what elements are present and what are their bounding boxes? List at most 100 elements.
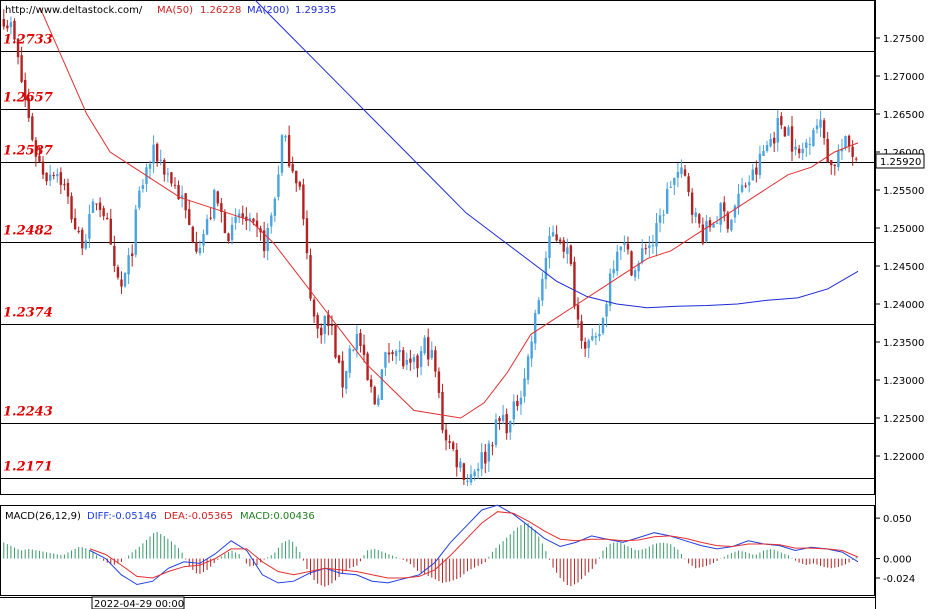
candle-body [712,224,715,228]
candle-body [327,314,330,327]
level-label: 1.2482 [3,224,53,239]
macd-value-label: MACD:0.00436 [240,511,315,522]
candle-body [694,212,697,217]
candle-body [737,193,740,208]
candle-body [252,218,255,222]
candle-body [312,299,316,317]
candle-body [601,318,605,334]
candle-body [273,198,277,216]
price-axis-ticks: 1.275001.270001.265001.260001.255001.250… [875,34,924,463]
candle-body [755,167,758,175]
ma200-legend-label: MA(200) [247,5,289,16]
candle-body [715,222,719,224]
candle-body [398,350,401,353]
candle-body [701,224,705,244]
ma50-line [39,7,859,419]
candle-body [241,213,244,218]
candle-body [355,333,359,350]
candle-body [262,230,266,252]
candle-body [34,140,38,157]
candle-body [138,190,141,208]
candle-body [616,251,619,272]
candle-body [227,233,230,242]
price-tick-label: 1.24500 [883,262,924,273]
candle-body [612,269,615,274]
price-tick-label: 1.22500 [883,414,924,425]
candle-body [801,148,804,154]
candle-body [526,356,530,380]
macd-axis-ticks: 0.050 0.000 -0.024 [875,514,915,585]
macd-plot-frame [0,505,875,596]
candle-body [826,138,829,163]
macd-dea-line [89,511,859,579]
candle-body [148,164,152,169]
candle-body [416,355,419,369]
candle-body [223,212,227,234]
candle-body [141,185,145,189]
candle-body [391,352,394,355]
candle-body [644,248,647,250]
macd-tick-label: 0.050 [883,514,912,525]
candle-body [719,203,722,225]
candle-body [284,135,287,138]
candle-body [733,205,737,218]
candle-body [109,218,112,245]
candle-body [16,38,20,58]
ma200-legend-value: 1.29335 [295,5,336,16]
candle-body [359,333,362,346]
level-labels: 1.2733 1.2657 1.2587 1.2482 1.2374 1.2243 1.21… [3,33,53,475]
price-tick-label: 1.22000 [883,452,924,463]
candle-body [669,186,672,188]
candle-body [27,98,30,118]
candle-body [501,415,505,421]
candle-body [605,304,608,317]
candle-body [583,341,587,349]
candle-body [95,203,98,205]
candle-body [334,324,337,358]
candle-body [765,145,769,152]
candle-body [191,226,195,243]
candle-body [302,184,305,220]
candle-body [541,278,544,301]
candle-body [344,371,348,389]
candle-body [655,223,658,247]
candle-body [20,55,23,82]
candle-body [220,203,223,213]
candle-body [48,174,52,181]
candle-body [726,212,730,229]
candle-body [316,315,319,329]
candle-body [658,215,662,223]
candle-body [812,129,815,147]
candle-body [152,144,155,164]
candle-body [462,463,466,480]
candle-body [519,397,523,405]
candle-body [369,379,373,387]
candle-body [473,471,476,477]
candle-body [373,386,376,405]
candle-body [266,228,269,251]
candle-body [134,209,137,255]
level-label: 1.2587 [3,144,53,159]
candle-body [498,418,501,422]
level-label: 1.2657 [3,91,53,106]
candle-body [776,117,779,143]
candle-body [6,25,9,29]
candle-body [730,219,733,231]
candle-body [509,420,512,433]
candle-body [855,158,858,160]
candle-body [851,146,854,157]
candle-body [166,173,170,175]
candle-body [633,270,637,278]
candle-body [744,185,747,187]
candle-body [362,344,366,355]
candle-body [209,217,212,219]
candle-body [198,247,202,254]
candle-body [70,196,73,220]
candle-body [558,239,562,242]
source-url[interactable]: http://www.deltastock.com/ [5,5,143,16]
candle-body [676,171,680,178]
candle-body [673,177,676,185]
candle-body [38,155,41,162]
candle-body [523,378,526,397]
